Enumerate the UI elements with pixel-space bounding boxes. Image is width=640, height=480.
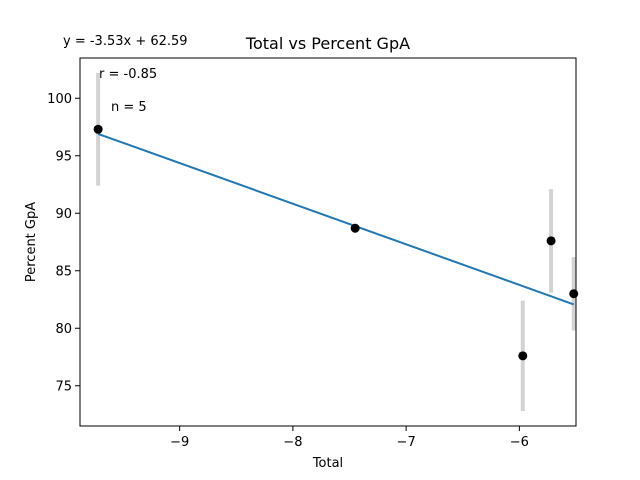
chart-title: Total vs Percent GpA: [245, 34, 410, 53]
y-tick-label-4: 90: [55, 207, 72, 222]
plot-area-frame: [79, 57, 577, 427]
fit-line: [97, 132, 575, 306]
y-tick-label-5: 95: [55, 149, 72, 164]
correlation-r: r = -0.85: [99, 67, 158, 82]
sample-count: n = 5: [111, 100, 147, 115]
data-point-4: [546, 236, 556, 246]
y-axis-ticks: 75 80 85 90 95 100: [47, 92, 80, 394]
x-tick-label-4: −6: [510, 435, 529, 450]
x-tick-label-1: −9: [170, 435, 189, 450]
x-tick-label-2: −8: [283, 435, 302, 450]
data-point-5: [569, 289, 579, 299]
fit-line-group: [97, 132, 575, 306]
data-point-2: [350, 223, 360, 233]
regression-equation: y = -3.53x + 62.59: [63, 34, 188, 49]
y-tick-label-3: 85: [55, 264, 72, 279]
y-tick-label-1: 75: [55, 379, 72, 394]
data-point-3: [518, 351, 528, 361]
regression-stats: y = -3.53x + 62.59 r = -0.85 n = 5: [63, 14, 188, 124]
data-point-1: [93, 124, 103, 134]
data-points: [93, 124, 579, 361]
y-axis-label: Percent GpA: [24, 202, 39, 282]
y-tick-label-6: 100: [47, 92, 72, 107]
x-axis-label: Total: [312, 456, 343, 471]
x-axis-ticks: −9 −8 −7 −6: [170, 426, 529, 450]
error-bars: [96, 72, 576, 412]
y-tick-label-2: 80: [55, 322, 72, 337]
x-tick-label-3: −7: [397, 435, 416, 450]
